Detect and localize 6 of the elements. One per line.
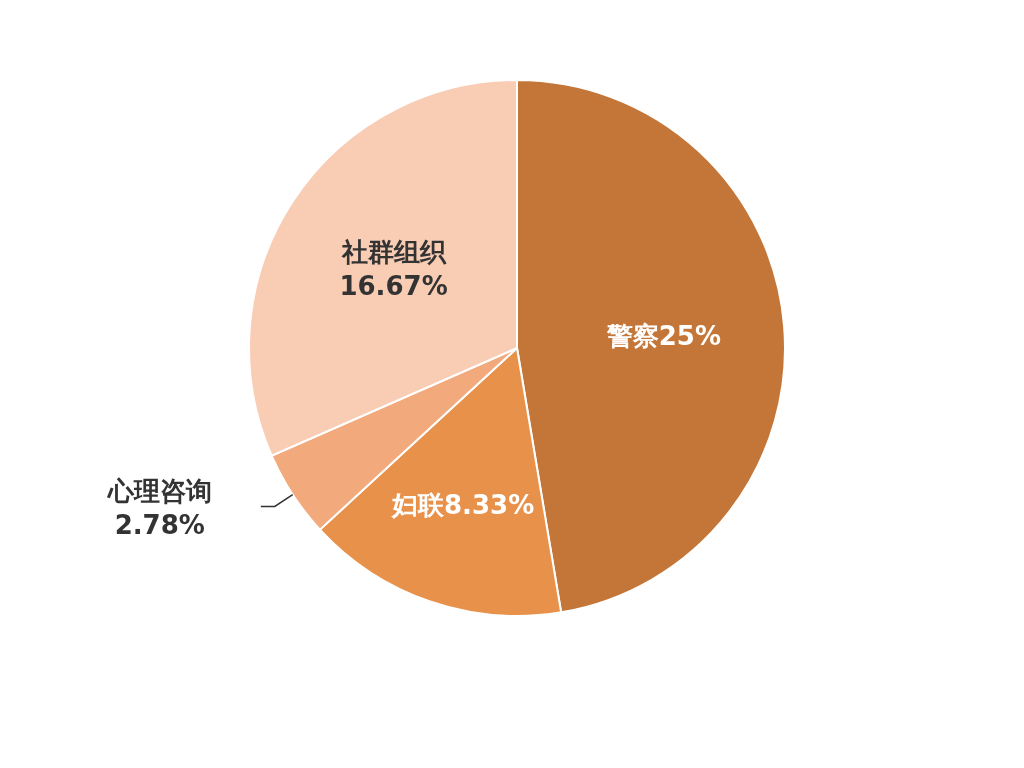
data-label: 2.78% [114, 509, 205, 540]
data-label: 16.67% [339, 270, 448, 301]
slice-label: 妇联8.33% [391, 490, 535, 521]
slice-label: 心理咨询 [105, 475, 212, 506]
slice-label: 社群组织 [340, 236, 447, 267]
slice-label: 警察25% [605, 320, 722, 351]
